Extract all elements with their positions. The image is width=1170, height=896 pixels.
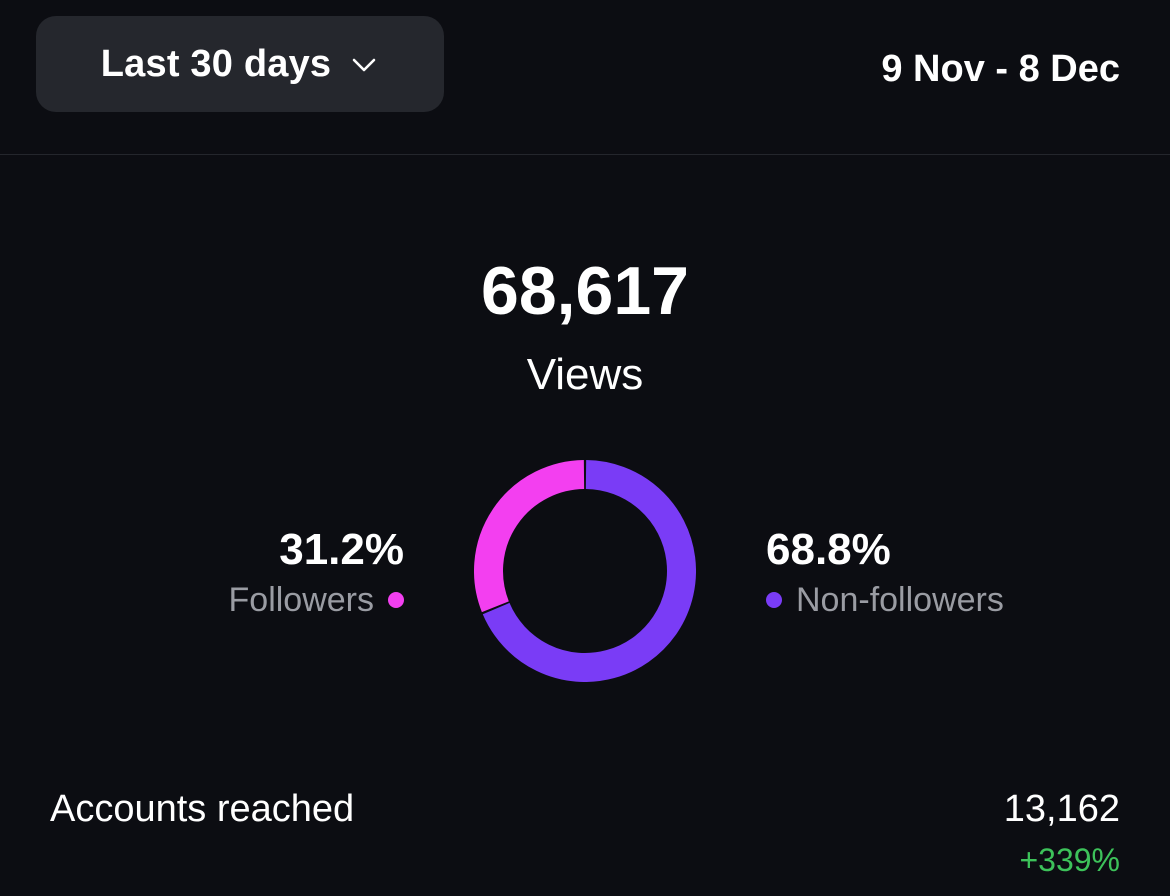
followers-dot-icon <box>388 592 404 608</box>
donut-segment-non-followers <box>482 460 696 682</box>
followers-stat: 31.2% Followers <box>229 524 404 624</box>
accounts-reached-label: Accounts reached <box>50 788 355 830</box>
accounts-reached-value: 13,162 <box>1003 788 1120 830</box>
chevron-down-icon <box>349 50 379 80</box>
header-divider <box>0 154 1170 155</box>
non-followers-stat: 68.8% Non-followers <box>766 524 1004 624</box>
accounts-reached-change: +339% <box>1019 842 1120 878</box>
non-followers-percent: 68.8% <box>766 525 891 574</box>
donut-segment-followers <box>474 460 585 613</box>
period-selector-button[interactable]: Last 30 days <box>36 16 444 112</box>
views-donut-chart <box>474 460 696 682</box>
non-followers-label: Non-followers <box>796 581 1004 619</box>
period-label: Last 30 days <box>100 42 332 85</box>
views-label: Views <box>526 350 644 399</box>
followers-percent: 31.2% <box>279 525 404 574</box>
date-range: 9 Nov - 8 Dec <box>881 48 1120 90</box>
non-followers-dot-icon <box>766 592 782 608</box>
followers-label: Followers <box>228 581 374 619</box>
total-views-value: 68,617 <box>481 253 689 329</box>
